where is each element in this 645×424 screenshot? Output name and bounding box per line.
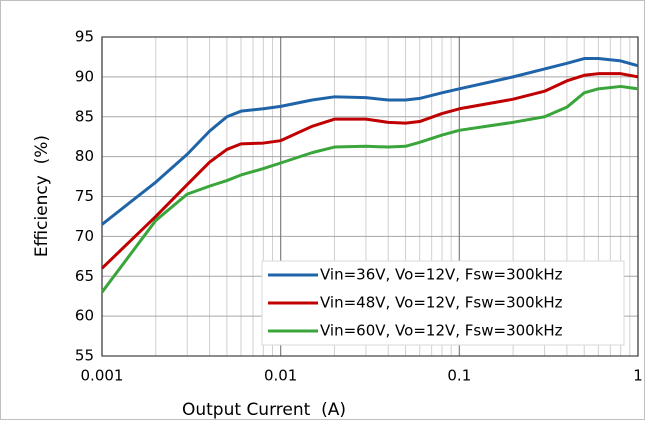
x-tick-label: 0.01 [264,367,297,385]
y-tick-label: 55 [75,347,94,365]
legend-label: Vin=60V, Vo=12V, Fsw=300kHz [320,322,563,340]
y-axis-label: Efficiency (%) [32,135,52,257]
series-line [100,84,639,294]
legend-label: Vin=48V, Vo=12V, Fsw=300kHz [320,294,563,312]
y-tick-label: 65 [75,267,94,285]
y-tick-label: 60 [75,307,94,325]
x-tick-label: 0.001 [81,367,124,385]
y-tick-label: 70 [75,227,94,245]
x-tick-label: 0.1 [447,367,471,385]
x-axis-label: Output Current (A) [182,400,346,420]
x-tick-label: 1 [633,367,643,385]
y-tick-label: 85 [75,107,94,125]
legend-label: Vin=36V, Vo=12V, Fsw=300kHz [320,266,563,284]
series-line [101,57,639,226]
plot-border [101,36,639,357]
series-line [100,72,639,270]
legend-box [261,260,625,346]
y-tick-label: 75 [75,187,94,205]
y-tick-label: 95 [75,28,94,46]
y-tick-label: 80 [75,147,94,165]
y-tick-label: 90 [75,67,94,85]
